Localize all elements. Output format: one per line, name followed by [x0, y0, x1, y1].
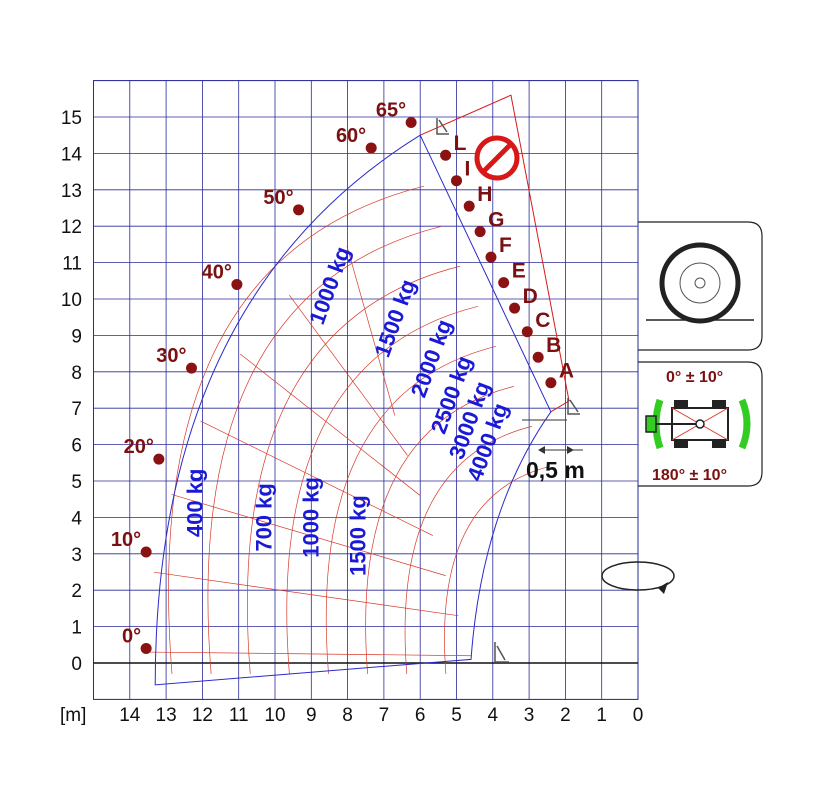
y-tick-label: 12 [61, 217, 82, 238]
y-tick-label: 14 [61, 144, 83, 165]
load-capacity-label: 1500 kg [346, 495, 371, 576]
x-unit-label: [m] [60, 705, 86, 726]
extension-dot [532, 351, 544, 363]
x-tick-label: 1 [596, 705, 607, 726]
boom-angle-label: 0° [122, 625, 141, 647]
boom-angle-dot [140, 642, 152, 654]
extension-label: L [454, 132, 467, 155]
boom-angle-label: 60° [336, 125, 366, 147]
extension-dot [463, 200, 475, 212]
y-tick-label: 4 [71, 508, 82, 529]
x-tick-label: 6 [415, 705, 426, 726]
load-capacity-label: 700 kg [251, 483, 276, 552]
extension-label: G [488, 209, 504, 232]
y-tick-label: 9 [71, 326, 82, 347]
boom-angle-dot [293, 204, 305, 216]
slew-panel: 0° ± 10° 180° ± 10° [638, 361, 763, 487]
y-tick-label: 11 [62, 254, 82, 275]
boom-angle-label: 40° [202, 261, 232, 283]
y-tick-label: 5 [71, 472, 82, 493]
extension-dot [451, 175, 462, 187]
extension-dot [498, 277, 510, 289]
extension-dot [509, 302, 521, 314]
y-tick-label: 10 [61, 290, 82, 311]
x-tick-label: 5 [451, 705, 462, 726]
x-tick-label: 0 [633, 705, 644, 726]
boom-angle-label: 20° [124, 436, 154, 458]
x-tick-label: 2 [560, 705, 571, 726]
x-tick-label: 3 [524, 705, 535, 726]
x-tick-label: 11 [229, 705, 249, 726]
extension-label: F [499, 234, 512, 257]
x-tick-label: 10 [264, 705, 285, 726]
y-tick-label: 13 [61, 181, 82, 202]
extension-dot [474, 226, 486, 238]
x-tick-label: 7 [379, 705, 390, 726]
fork-offset-dimension: 0,5 m [522, 419, 585, 483]
no-entry-icon [474, 135, 520, 181]
boom-angle-label: 50° [263, 187, 293, 209]
fork-icon [436, 118, 580, 663]
tire-panel [638, 221, 763, 351]
extension-dot [545, 377, 557, 389]
slew-top-label: 0° ± 10° [666, 369, 723, 386]
y-tick-label: 1 [71, 618, 82, 639]
slew-bottom-label: 180° ± 10° [652, 467, 727, 484]
x-tick-label: 8 [342, 705, 353, 726]
boom-angle-label: 65° [376, 99, 406, 121]
grid [93, 80, 639, 700]
reach-envelope [154, 134, 552, 686]
load-curves [147, 94, 570, 674]
boom-angle-dot [153, 453, 165, 465]
y-tick-label: 0 [71, 654, 82, 675]
y-tick-label: 8 [71, 363, 82, 384]
extension-label: I [465, 158, 471, 181]
boom-angle-dot [405, 116, 417, 128]
extension-dot [521, 326, 533, 338]
extension-label: H [477, 183, 492, 206]
load-capacity-label: 1000 kg [299, 477, 324, 558]
extension-dot [440, 149, 452, 161]
boom-angle-label: 10° [111, 529, 141, 551]
x-tick-label: 14 [119, 705, 141, 726]
extension-label: B [546, 334, 561, 357]
y-tick-label: 7 [71, 399, 82, 420]
extension-label: D [523, 285, 538, 308]
extension-label: A [559, 360, 574, 383]
chassis-top-view-icon [645, 398, 751, 450]
boom-angle-dot [365, 142, 377, 154]
boom-angle-label: 30° [156, 345, 186, 367]
fork-offset-label: 0,5 m [526, 457, 585, 483]
tire-icon [646, 242, 754, 324]
y-tick-label: 6 [71, 436, 82, 457]
extension-dot [485, 251, 497, 263]
load-capacity-label: 1500 kg [369, 276, 420, 360]
x-tick-label: 12 [192, 705, 213, 726]
boom-angle-dot [231, 278, 243, 290]
extension-label: E [512, 260, 526, 283]
extension-label: C [535, 309, 550, 332]
x-tick-label: 9 [306, 705, 317, 726]
x-tick-label: 13 [156, 705, 177, 726]
boom-angle-dot [186, 362, 198, 374]
y-tick-label: 15 [61, 108, 82, 129]
y-tick-label: 2 [71, 581, 82, 602]
y-tick-label: 3 [71, 545, 82, 566]
rotation-icon [601, 561, 675, 594]
load-capacity-label: 400 kg [182, 469, 207, 537]
x-tick-label: 4 [488, 705, 499, 726]
boom-angle-dot [140, 546, 152, 558]
